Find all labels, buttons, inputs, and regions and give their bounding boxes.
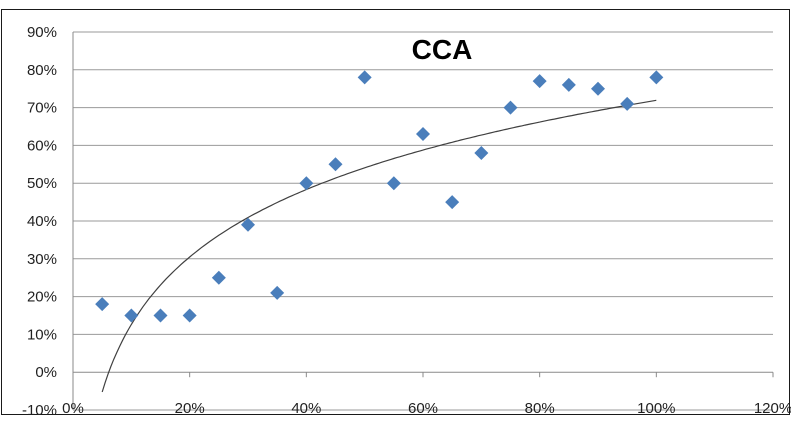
y-tick-label: 60%: [27, 137, 57, 154]
data-point-diamond: [153, 308, 168, 323]
data-point-diamond: [386, 176, 401, 191]
x-tick-label: 0%: [62, 400, 84, 416]
data-point-diamond: [474, 145, 489, 160]
data-point-diamond: [503, 100, 518, 115]
data-points: [95, 70, 664, 323]
data-point-diamond: [649, 70, 664, 85]
x-tick-label: 120%: [754, 400, 791, 416]
data-point-diamond: [182, 308, 197, 323]
data-point-diamond: [357, 70, 372, 85]
data-point-diamond: [328, 157, 343, 172]
y-tick-label: 0%: [35, 364, 57, 381]
data-point-diamond: [620, 96, 635, 111]
y-tick-label: 20%: [27, 289, 57, 306]
y-tick-label: 70%: [27, 100, 57, 117]
trendline-layer: [101, 99, 657, 393]
data-point-diamond: [211, 270, 226, 285]
y-tick-label: 30%: [27, 251, 57, 268]
x-tick-label: 60%: [408, 400, 438, 416]
y-tick-label: 80%: [27, 62, 57, 79]
x-tick-label: 80%: [525, 400, 555, 416]
x-tick-label: 40%: [291, 400, 321, 416]
data-point-diamond: [299, 176, 314, 191]
y-tick-label: 50%: [27, 175, 57, 192]
y-axis-ticks: -10% 0% 10% 20% 30% 40% 50% 60% 70% 80% 90%: [22, 24, 57, 416]
data-point-diamond: [124, 308, 139, 323]
data-point-diamond: [270, 285, 285, 300]
cca-scatter-chart: -10% 0% 10% 20% 30% 40% 50% 60% 70% 80% 90% 0% 20% 4…: [22, 24, 791, 416]
y-tick-label: 40%: [27, 213, 57, 230]
y-tick-label: 90%: [27, 24, 57, 41]
axes: [72, 32, 774, 410]
y-tick-label: -10%: [22, 402, 57, 416]
x-tick-label: 100%: [637, 400, 675, 416]
data-point-diamond: [416, 127, 430, 142]
data-point-diamond: [445, 195, 460, 210]
data-point-diamond: [591, 81, 605, 96]
data-point-diamond: [95, 297, 110, 312]
chart-frame: -10% 0% 10% 20% 30% 40% 50% 60% 70% 80% 90% 0% 20% 4…: [1, 9, 791, 416]
data-point-diamond: [561, 77, 576, 92]
x-axis-ticks: 0% 20% 40% 60% 80% 100% 120%: [62, 400, 791, 416]
data-point-diamond: [532, 74, 547, 89]
x-tick-label: 20%: [175, 400, 205, 416]
trendline: [101, 99, 657, 393]
gridlines: [73, 31, 773, 411]
y-tick-label: 10%: [27, 326, 57, 343]
data-point-diamond: [241, 217, 255, 232]
chart-title: CCA: [412, 34, 473, 65]
